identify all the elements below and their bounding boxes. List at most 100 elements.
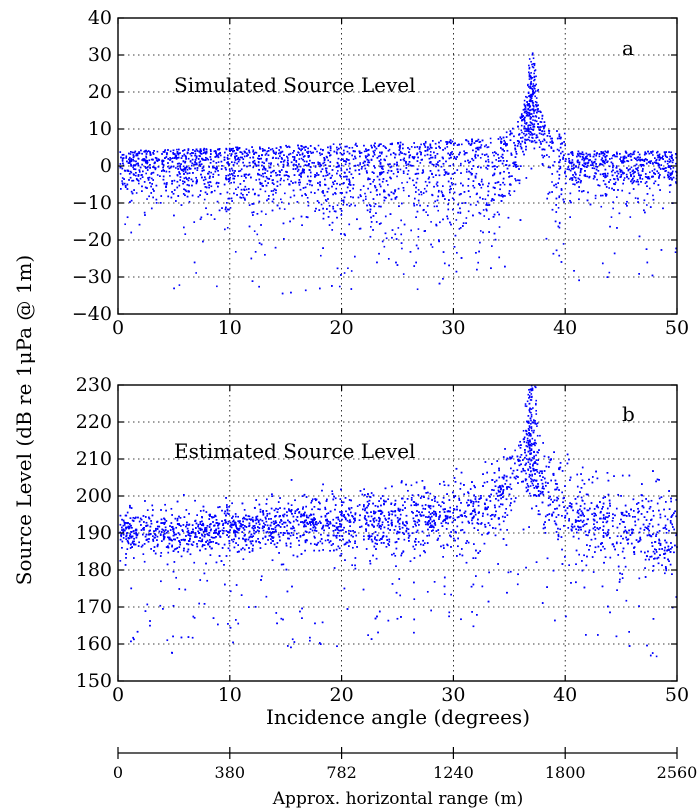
data-point [586, 166, 588, 168]
data-point [293, 159, 296, 161]
data-point [261, 161, 264, 164]
data-point [426, 148, 429, 151]
data-point [612, 207, 614, 210]
data-point [671, 157, 673, 160]
data-point [470, 142, 473, 145]
data-point [603, 160, 606, 163]
data-point [285, 174, 288, 176]
data-point [172, 165, 175, 168]
data-point [184, 167, 186, 169]
data-point [162, 178, 165, 181]
data-point [508, 190, 511, 192]
data-point [537, 126, 539, 128]
data-point [465, 222, 467, 224]
data-point [593, 167, 596, 170]
data-point [275, 189, 277, 192]
data-point [191, 162, 194, 165]
data-point [326, 191, 329, 193]
data-point [354, 204, 356, 207]
data-point [428, 148, 431, 150]
data-point [230, 153, 233, 155]
data-point [230, 197, 233, 200]
data-point [654, 157, 656, 159]
data-point [675, 162, 677, 165]
data-point [231, 161, 233, 163]
data-point [329, 177, 332, 179]
data-point [370, 226, 372, 228]
data-point [670, 156, 673, 158]
data-point [428, 161, 431, 164]
data-point [245, 188, 248, 191]
data-point [264, 190, 267, 193]
data-point [600, 152, 603, 155]
data-point [359, 194, 362, 196]
data-point [675, 181, 677, 183]
data-point [241, 153, 244, 155]
data-point [213, 218, 216, 220]
data-point [263, 167, 266, 170]
data-point [444, 147, 446, 150]
data-point [558, 168, 561, 170]
data-point [145, 172, 147, 175]
data-point [359, 155, 361, 158]
data-point [614, 181, 617, 184]
data-point [497, 160, 500, 162]
data-point [619, 153, 621, 155]
data-point [458, 153, 460, 156]
data-point [307, 156, 310, 158]
data-point [245, 148, 248, 151]
data-point [622, 157, 625, 159]
data-point [236, 158, 239, 161]
data-point [464, 152, 467, 154]
data-point [637, 201, 639, 203]
data-point [517, 125, 519, 128]
data-point [300, 173, 302, 175]
data-point [142, 170, 144, 173]
data-point [167, 149, 169, 151]
data-point [332, 183, 335, 186]
data-point [380, 143, 382, 146]
data-point [595, 172, 597, 175]
data-point [669, 160, 672, 162]
data-point [460, 162, 462, 165]
data-point [467, 178, 470, 180]
data-point [510, 132, 512, 135]
data-point [220, 168, 223, 170]
data-point [515, 163, 518, 166]
data-point [522, 150, 524, 153]
data-point [612, 169, 614, 172]
data-point [191, 194, 194, 197]
data-point [130, 231, 133, 234]
data-point [626, 167, 628, 169]
data-point [453, 198, 455, 201]
data-point [176, 148, 178, 151]
data-point [431, 140, 434, 142]
data-point [548, 191, 551, 194]
data-point [572, 154, 574, 157]
data-point [231, 200, 233, 202]
data-point [579, 169, 582, 172]
data-point [325, 167, 328, 170]
data-point [483, 145, 486, 148]
data-point [147, 179, 150, 181]
data-point [385, 180, 388, 182]
data-point [323, 159, 326, 161]
data-point [427, 146, 429, 148]
data-point [652, 194, 654, 197]
data-point [145, 160, 147, 163]
data-point [335, 187, 338, 190]
data-point [348, 147, 351, 149]
data-point [664, 155, 667, 158]
data-point [568, 160, 571, 162]
data-point [646, 176, 648, 179]
data-point [171, 180, 173, 183]
data-point [225, 175, 228, 177]
data-point [520, 137, 522, 139]
data-point [569, 199, 571, 202]
data-point [369, 178, 371, 180]
data-point [581, 158, 583, 161]
data-point [349, 184, 352, 186]
data-point [248, 173, 251, 176]
data-point [173, 287, 175, 290]
data-point [638, 235, 641, 238]
